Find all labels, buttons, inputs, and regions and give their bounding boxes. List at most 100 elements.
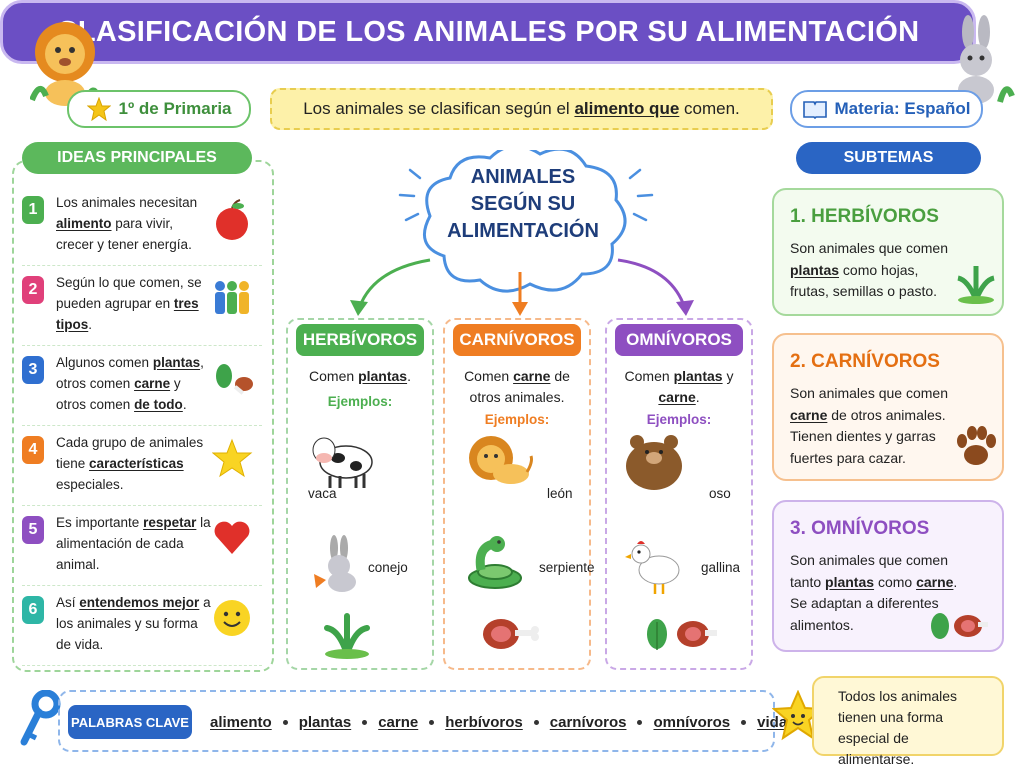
subtopic-text: Son animales que comen carne de otros an… bbox=[790, 383, 958, 469]
idea-number: 4 bbox=[22, 436, 44, 464]
food-icon bbox=[483, 619, 539, 649]
underlined-word: plantas bbox=[358, 368, 408, 384]
underlined-word: características bbox=[89, 456, 184, 471]
idea-number: 6 bbox=[22, 596, 44, 624]
center-label: ANIMALES SEGÚN SU ALIMENTACIÓN bbox=[447, 166, 599, 242]
animal-icon bbox=[623, 428, 703, 501]
note: Todos los animales tienen una forma espe… bbox=[812, 676, 1004, 767]
underlined-word: plantas bbox=[790, 261, 840, 278]
idea-item: 2 Según lo que comen, se pueden agrupar e… bbox=[22, 270, 262, 346]
text-segment: la alimentación de cada animal. bbox=[56, 515, 211, 572]
idea-text: Es importante respetar la alimentación d… bbox=[56, 512, 214, 575]
idea-icon bbox=[211, 438, 253, 478]
text-segment: Son animales que comen bbox=[790, 385, 948, 401]
underlined-word: alimento bbox=[56, 216, 112, 231]
idea-item: 3 Algunos comen plantas, otros comen carn… bbox=[22, 350, 262, 426]
keyword: alimento bbox=[210, 713, 272, 731]
examples-label: Ejemplos: bbox=[646, 412, 712, 427]
idea-icon bbox=[216, 364, 253, 395]
idea-number: 3 bbox=[22, 356, 44, 384]
animal-icon bbox=[310, 428, 390, 501]
underlined-word: entendemos mejor bbox=[79, 595, 200, 610]
animal-icon bbox=[314, 535, 356, 592]
text-segment: para vivir, crecer y tener energía. bbox=[56, 216, 192, 252]
text-segment: y otros comen bbox=[56, 376, 181, 412]
title: CLASIFICACIÓN DE LOS ANIMALES POR SU ALI… bbox=[0, 0, 976, 64]
food-icon bbox=[322, 610, 402, 665]
keyword: omnívoros bbox=[626, 714, 730, 731]
idea-text: Algunos comen plantas, otros comen carne… bbox=[56, 352, 214, 415]
underlined-word: plantas bbox=[673, 368, 723, 384]
animal-label: serpiente bbox=[539, 560, 595, 575]
animal-icon bbox=[626, 435, 682, 490]
idea-item: 5 Es importante respetar la alimentación … bbox=[22, 510, 262, 586]
underlined-word: alimento que bbox=[574, 99, 680, 118]
text-segment: y bbox=[726, 368, 734, 384]
food-icon bbox=[479, 610, 559, 665]
text-segment: como bbox=[877, 573, 913, 590]
text-segment: Comen bbox=[464, 368, 510, 384]
idea-text: Cada grupo de animales tiene característ… bbox=[56, 432, 214, 495]
text-segment: . bbox=[182, 397, 187, 412]
idea-icon bbox=[215, 281, 249, 314]
subtopic-title: 2. CARNÍVOROS bbox=[790, 351, 940, 372]
idea-text: Así entendemos mejor a los animales y su… bbox=[56, 592, 214, 655]
key-icon bbox=[20, 690, 61, 746]
idea-icon bbox=[212, 518, 254, 565]
keyword: vida bbox=[730, 714, 787, 731]
animal-icon bbox=[623, 530, 703, 603]
subtopic-text: Son animales que comen tanto plantas com… bbox=[790, 550, 958, 636]
idea-icon bbox=[212, 358, 254, 405]
subtopic-card: 1. HERBÍVOROS Son animales que comen plan… bbox=[772, 188, 1004, 316]
text-segment: Los animales necesitan bbox=[56, 195, 198, 210]
concept-map bbox=[350, 150, 694, 316]
idea-number: 5 bbox=[22, 516, 44, 544]
group-title: HERBÍVOROS bbox=[296, 324, 424, 356]
text-segment: . bbox=[695, 389, 700, 405]
text-segment: Cada grupo de animales tiene bbox=[56, 435, 204, 471]
subtopics-title: SUBTEMAS bbox=[796, 142, 981, 174]
animal-label: león bbox=[547, 486, 573, 501]
group-column: HERBÍVOROS Comen plantas. Ejemplos: vaca con… bbox=[286, 318, 434, 670]
text-segment: como hojas, frutas, semillas o pasto. bbox=[790, 261, 938, 300]
underlined-word: respetar bbox=[143, 515, 197, 530]
keyword: carne bbox=[351, 714, 418, 731]
text-segment: . Se adaptan a diferentes alimentos. bbox=[790, 573, 958, 633]
group-text: Comen carne de otros animales. bbox=[451, 366, 583, 408]
subtopic-icon bbox=[954, 425, 1018, 476]
underlined-word: carne bbox=[658, 389, 696, 405]
banner-text: Los animales se clasifican según el alim… bbox=[303, 99, 740, 119]
idea-number: 2 bbox=[22, 276, 44, 304]
keyword: plantas bbox=[272, 714, 352, 731]
animal-icon bbox=[468, 536, 522, 589]
text-segment: de otros animales. Tienen dientes y garr… bbox=[790, 406, 946, 466]
star-icon bbox=[86, 97, 111, 121]
underlined-word: carne bbox=[916, 573, 954, 590]
text-segment: . bbox=[88, 317, 93, 332]
text-segment: Son animales que comen bbox=[790, 240, 948, 256]
text-segment: Es importante bbox=[56, 515, 140, 530]
animal-label: oso bbox=[709, 486, 731, 501]
underlined-word: carne bbox=[513, 368, 551, 384]
animal-icon bbox=[312, 437, 373, 488]
subtopic-icon bbox=[954, 260, 1018, 311]
idea-number: 1 bbox=[22, 196, 44, 224]
animal-label: gallina bbox=[701, 560, 741, 575]
group-text: Comen plantas y carne. bbox=[613, 366, 745, 408]
group-column: OMNÍVOROS Comen plantas y carne. Ejemplos:… bbox=[605, 318, 753, 670]
text-segment: Comen bbox=[624, 368, 670, 384]
subtopic-icon bbox=[957, 426, 996, 465]
animal-icon bbox=[304, 530, 384, 603]
subtopic-icon bbox=[931, 613, 988, 639]
grade: 1º de Primaria bbox=[118, 99, 232, 118]
idea-text: Según lo que comen, se pueden agrupar en… bbox=[56, 272, 214, 335]
underlined-word: tres tipos bbox=[56, 296, 199, 332]
underlined-word: plantas bbox=[825, 573, 875, 590]
banner: Los animales se clasifican según el alim… bbox=[270, 88, 773, 130]
food-icon bbox=[324, 613, 370, 659]
idea-icon bbox=[214, 600, 250, 636]
animal-icon bbox=[461, 530, 541, 603]
subtopic-text: Son animales que comen plantas como hoja… bbox=[790, 238, 958, 303]
text-segment: Son animales que comen tanto bbox=[790, 552, 948, 590]
